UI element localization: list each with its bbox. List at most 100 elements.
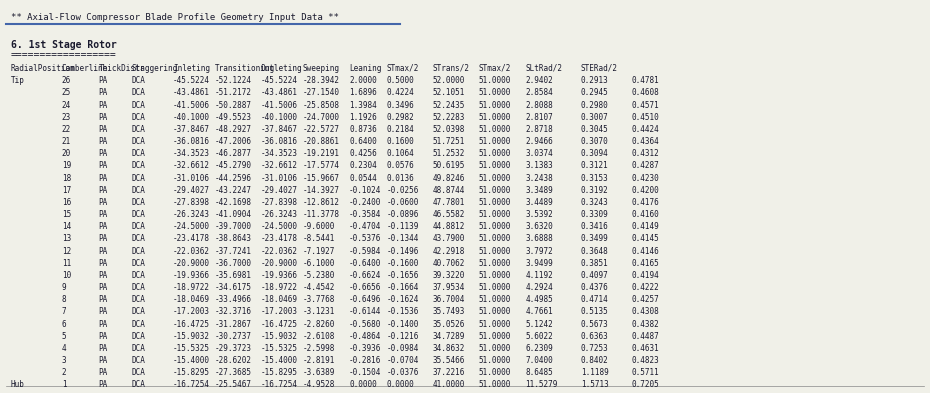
Text: -51.2172: -51.2172	[215, 88, 252, 97]
Text: PA: PA	[99, 259, 108, 268]
Text: 15: 15	[61, 210, 71, 219]
Text: 51.0000: 51.0000	[479, 174, 512, 183]
Text: -18.0469: -18.0469	[261, 295, 298, 304]
Text: 0.4487: 0.4487	[631, 332, 659, 341]
Text: 0.4608: 0.4608	[631, 88, 659, 97]
Text: -3.6389: -3.6389	[303, 368, 335, 377]
Text: 51.7251: 51.7251	[432, 137, 465, 146]
Text: -24.7000: -24.7000	[303, 113, 339, 122]
Text: -31.0106: -31.0106	[173, 174, 210, 183]
Text: 5.1242: 5.1242	[525, 320, 553, 329]
Text: 17: 17	[61, 186, 71, 195]
Text: 51.0000: 51.0000	[479, 307, 512, 316]
Text: 1.3984: 1.3984	[349, 101, 377, 110]
Text: 6. 1st Stage Rotor: 6. 1st Stage Rotor	[10, 40, 116, 50]
Text: 0.4224: 0.4224	[386, 88, 414, 97]
Text: -38.8643: -38.8643	[215, 234, 252, 243]
Text: 51.0000: 51.0000	[479, 76, 512, 85]
Text: 8.6485: 8.6485	[525, 368, 553, 377]
Text: -17.5774: -17.5774	[303, 162, 339, 171]
Text: 0.4424: 0.4424	[631, 125, 659, 134]
Text: -41.5006: -41.5006	[261, 101, 298, 110]
Text: 0.4149: 0.4149	[631, 222, 659, 231]
Text: 1: 1	[61, 380, 66, 389]
Text: -42.1698: -42.1698	[215, 198, 252, 207]
Text: -4.9528: -4.9528	[303, 380, 335, 389]
Text: 52.2283: 52.2283	[432, 113, 465, 122]
Text: PA: PA	[99, 162, 108, 171]
Text: PA: PA	[99, 113, 108, 122]
Text: 50.6195: 50.6195	[432, 162, 465, 171]
Text: PA: PA	[99, 149, 108, 158]
Text: 2: 2	[61, 368, 66, 377]
Text: PA: PA	[99, 234, 108, 243]
Text: -26.3243: -26.3243	[261, 210, 298, 219]
Text: Staggering: Staggering	[131, 64, 178, 73]
Text: 0.3192: 0.3192	[581, 186, 608, 195]
Text: -0.6400: -0.6400	[349, 259, 381, 268]
Text: DCA: DCA	[131, 198, 145, 207]
Text: -31.0106: -31.0106	[261, 174, 298, 183]
Text: PA: PA	[99, 101, 108, 110]
Text: -0.1664: -0.1664	[386, 283, 418, 292]
Text: -0.4864: -0.4864	[349, 332, 381, 341]
Text: -34.6175: -34.6175	[215, 283, 252, 292]
Text: 0.4823: 0.4823	[631, 356, 659, 365]
Text: 4.7661: 4.7661	[525, 307, 553, 316]
Text: 2.8088: 2.8088	[525, 101, 553, 110]
Text: -19.9366: -19.9366	[173, 271, 210, 280]
Text: 13: 13	[61, 234, 71, 243]
Text: -24.5000: -24.5000	[261, 222, 298, 231]
Text: -49.5523: -49.5523	[215, 113, 252, 122]
Text: 6.2309: 6.2309	[525, 344, 553, 353]
Text: PA: PA	[99, 356, 108, 365]
Text: 40.7062: 40.7062	[432, 259, 465, 268]
Text: -0.1656: -0.1656	[386, 271, 418, 280]
Text: DCA: DCA	[131, 101, 145, 110]
Text: 0.8402: 0.8402	[581, 356, 608, 365]
Text: ==================: ==================	[10, 50, 116, 60]
Text: -0.6144: -0.6144	[349, 307, 381, 316]
Text: 4.4985: 4.4985	[525, 295, 553, 304]
Text: -18.9722: -18.9722	[173, 283, 210, 292]
Text: PA: PA	[99, 76, 108, 85]
Text: -25.8508: -25.8508	[303, 101, 339, 110]
Text: 51.0000: 51.0000	[479, 283, 512, 292]
Text: 5: 5	[61, 332, 66, 341]
Text: PA: PA	[99, 332, 108, 341]
Text: 37.2216: 37.2216	[432, 368, 465, 377]
Text: PA: PA	[99, 246, 108, 255]
Text: 48.8744: 48.8744	[432, 186, 465, 195]
Text: 51.0000: 51.0000	[479, 149, 512, 158]
Text: 9: 9	[61, 283, 66, 292]
Text: 0.4287: 0.4287	[631, 162, 659, 171]
Text: 0.4256: 0.4256	[349, 149, 377, 158]
Text: -34.3523: -34.3523	[173, 149, 210, 158]
Text: STmax/2: STmax/2	[386, 64, 418, 73]
Text: DCA: DCA	[131, 137, 145, 146]
Text: 21: 21	[61, 137, 71, 146]
Text: -0.1504: -0.1504	[349, 368, 381, 377]
Text: 0.7205: 0.7205	[631, 380, 659, 389]
Text: -11.3778: -11.3778	[303, 210, 339, 219]
Text: PA: PA	[99, 125, 108, 134]
Text: -39.7000: -39.7000	[215, 222, 252, 231]
Text: -36.0816: -36.0816	[261, 137, 298, 146]
Text: -5.2380: -5.2380	[303, 271, 335, 280]
Text: PA: PA	[99, 137, 108, 146]
Text: -37.8467: -37.8467	[173, 125, 210, 134]
Text: 0.4160: 0.4160	[631, 210, 659, 219]
Text: 8: 8	[61, 295, 66, 304]
Text: DCA: DCA	[131, 356, 145, 365]
Text: ThickDistr: ThickDistr	[99, 64, 145, 73]
Text: 1.1926: 1.1926	[349, 113, 377, 122]
Text: -0.4704: -0.4704	[349, 222, 381, 231]
Text: -40.1000: -40.1000	[173, 113, 210, 122]
Text: PA: PA	[99, 186, 108, 195]
Text: STrans/2: STrans/2	[432, 64, 470, 73]
Text: 52.0000: 52.0000	[432, 76, 465, 85]
Text: 51.0000: 51.0000	[479, 162, 512, 171]
Text: 0.0576: 0.0576	[386, 162, 414, 171]
Text: -33.4966: -33.4966	[215, 295, 252, 304]
Text: 11: 11	[61, 259, 71, 268]
